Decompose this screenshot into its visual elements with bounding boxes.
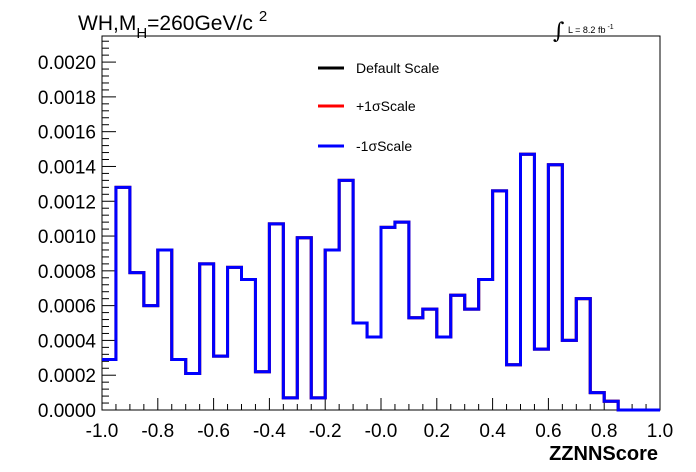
x-tick-label: -0.2 [309, 421, 342, 442]
y-tick-label: 0.0016 [38, 123, 96, 144]
legend: Default Scale +1σScale -1σScale [318, 60, 439, 154]
y-tick-label: 0.0002 [38, 366, 96, 387]
y-tick-label: 0.0004 [38, 331, 97, 352]
legend-label: +1σScale [356, 98, 416, 114]
x-tick-label: 0.2 [424, 421, 450, 442]
series-layer [102, 152, 660, 412]
x-tick-label: -1.0 [86, 421, 119, 442]
lumi-label: L = 8.2 fb -1 [568, 24, 614, 35]
x-tick-label: 0.6 [535, 421, 561, 442]
y-tick-label: 0.0008 [38, 262, 96, 283]
lumi-integral-symbol: ∫ [553, 19, 565, 44]
x-tick-label: -0.8 [141, 421, 174, 442]
legend-label: -1σScale [356, 138, 412, 154]
y-tick-label: 0.0018 [38, 88, 96, 109]
x-tick-label: 1.0 [647, 421, 673, 442]
chart-title: WH,MH=260GeV/c 2 [78, 8, 267, 42]
x-tick-label: 0.4 [479, 421, 506, 442]
y-tick-label: 0.0014 [38, 157, 97, 178]
y-tick-label: 0.0020 [38, 53, 96, 74]
x-axis: -1.0 -0.8 -0.6 -0.4 -0.2 -0.0 0.2 0.4 0.6 0.8 1.0 [86, 398, 673, 442]
x-tick-label: -0.6 [197, 421, 230, 442]
x-axis-title: ZZNNScore [549, 443, 658, 465]
legend-label: Default Scale [356, 60, 439, 76]
y-tick-label: 0.0000 [38, 401, 96, 422]
series-line-minus1sigma [102, 152, 660, 412]
y-axis: 0.0000 0.0002 0.0004 0.0006 0.0008 0.0010 0.00… [38, 40, 116, 422]
y-tick-label: 0.0006 [38, 297, 96, 318]
x-tick-label: -0.0 [365, 421, 398, 442]
y-tick-label: 0.0012 [38, 192, 96, 213]
y-tick-label: 0.0010 [38, 227, 96, 248]
x-tick-label: -0.4 [253, 421, 286, 442]
x-tick-label: 0.8 [591, 421, 617, 442]
